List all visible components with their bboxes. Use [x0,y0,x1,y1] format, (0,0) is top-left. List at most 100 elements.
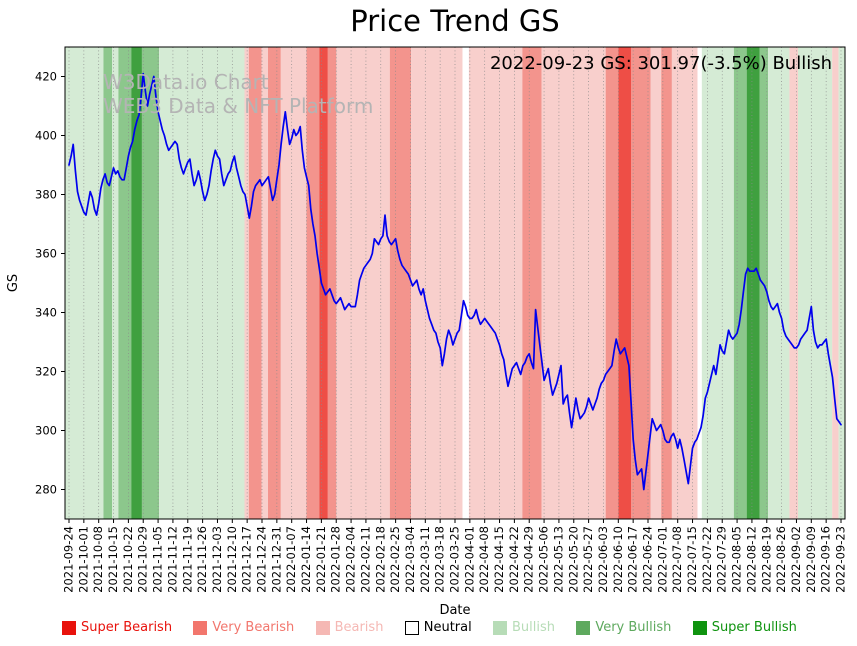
legend-swatch-bearish [315,620,330,635]
x-tick-label: 2022-03-25 [448,526,462,593]
legend-label-super-bullish: Super Bullish [711,620,797,635]
x-tick-label: 2022-08-12 [744,526,758,593]
x-tick-label: 2022-06-10 [611,526,625,593]
x-tick-label: 2021-11-26 [195,526,209,593]
legend-item-neutral: Neutral [404,620,472,635]
x-tick-label: 2022-02-25 [388,526,402,593]
sentiment-band-super-bullish [746,47,760,519]
sentiment-band-super-bearish [319,47,328,519]
sentiment-bands-layer [65,47,845,519]
x-tick-label: 2021-10-29 [136,526,150,593]
x-tick-label: 2021-12-10 [225,526,239,593]
x-tick-label: 2022-04-15 [492,526,506,593]
legend-item-very-bullish: Very Bullish [576,620,671,635]
legend-label-super-bearish: Super Bearish [81,620,173,635]
legend-item-super-bullish: Super Bullish [692,620,797,635]
sentiment-band-bearish [468,47,523,519]
sentiment-band-bullish [838,47,845,519]
sentiment-band-bearish [671,47,698,519]
x-tick-label: 2022-07-08 [670,526,684,593]
x-tick-label: 2022-01-28 [329,526,343,593]
x-tick-label: 2022-02-11 [358,526,372,593]
legend: Super Bearish Very Bearish Bearish Neutral B… [62,620,797,635]
sentiment-band-very-bearish [605,47,619,519]
y-tick-label: 400 [35,129,57,143]
sentiment-band-bearish [280,47,307,519]
y-tick-label: 280 [35,483,57,497]
x-tick-label: 2022-08-19 [759,526,773,593]
x-tick-label: 2022-07-29 [715,526,729,593]
x-tick-label: 2022-09-02 [789,526,803,593]
sentiment-band-very-bearish [327,47,337,519]
sentiment-band-very-bullish [141,47,160,519]
y-tick-label: 300 [35,424,57,438]
grid-layer [68,47,842,519]
legend-swatch-super-bearish [62,620,76,635]
x-tick-label: 2021-10-15 [106,526,120,593]
sentiment-band-very-bearish [268,47,281,519]
x-tick-label: 2022-06-17 [626,526,640,593]
x-tick-label: 2021-10-01 [76,526,90,593]
sentiment-band-bearish [411,47,463,519]
x-tick-label: 2022-01-14 [299,526,313,593]
legend-swatch-bullish [493,620,508,635]
x-tick-label: 2021-11-19 [180,526,194,593]
x-tick-label: 2022-09-16 [819,526,833,593]
x-tick-label: 2021-11-05 [151,526,165,593]
x-tick-label: 2022-04-08 [477,526,491,593]
x-tick-label: 2022-07-15 [685,526,699,593]
x-tick-label: 2022-03-18 [433,526,447,593]
price-line [68,72,842,491]
legend-swatch-very-bearish [193,620,208,635]
sentiment-band-super-bearish [618,47,632,519]
sentiment-band-bullish [112,47,119,519]
sentiment-band-bearish [244,47,249,519]
x-tick-label: 2022-05-06 [537,526,551,593]
x-tick-label: 2022-08-05 [730,526,744,593]
chart-title: Price Trend GS [350,4,560,38]
sentiment-band-bearish [832,47,839,519]
x-tick-label: 2022-05-27 [581,526,595,593]
x-tick-label: 2022-07-01 [655,526,669,593]
sentiment-band-bullish [701,47,734,519]
sentiment-band-bullish [159,47,245,519]
sentiment-band-very-bullish [759,47,769,519]
x-tick-label: 2022-08-26 [774,526,788,593]
sentiment-band-super-bullish [131,47,142,519]
sentiment-band-bearish [789,47,798,519]
legend-label-very-bearish: Very Bearish [212,620,295,635]
sentiment-band-bearish [261,47,269,519]
legend-label-neutral: Neutral [423,620,472,635]
y-axis-title: GS [6,274,21,292]
sentiment-band-very-bearish [522,47,542,519]
sentiment-band-very-bearish [661,47,672,519]
x-tick-label: 2021-12-24 [255,526,269,593]
legend-swatch-very-bullish [576,620,591,635]
y-tick-label: 320 [35,365,57,379]
sentiment-band-very-bearish [389,47,412,519]
x-tick-label: 2021-09-24 [62,526,76,593]
y-tick-label: 340 [35,306,57,320]
sentiment-band-very-bullish [118,47,132,519]
x-tick-label: 2021-10-08 [91,526,105,593]
sentiment-band-very-bearish [306,47,320,519]
sentiment-band-bullish [65,47,104,519]
legend-swatch-neutral [404,620,419,635]
sentiment-band-very-bullish [103,47,113,519]
x-tick-label: 2022-03-11 [418,526,432,593]
x-tick-label: 2022-04-29 [522,526,536,593]
y-tick-label: 420 [35,70,57,84]
x-tick-label: 2022-09-09 [804,526,818,593]
x-tick-label: 2022-02-18 [373,526,387,593]
x-tick-label: 2022-06-03 [596,526,610,593]
sentiment-band-very-bearish [631,47,651,519]
legend-item-very-bearish: Very Bearish [193,620,294,635]
legend-item-bearish: Bearish [315,620,383,635]
y-tick-label: 380 [35,188,57,202]
legend-swatch-super-bullish [692,620,707,635]
x-tick-label: 2022-04-01 [462,526,476,593]
sentiment-band-neutral [462,47,469,519]
